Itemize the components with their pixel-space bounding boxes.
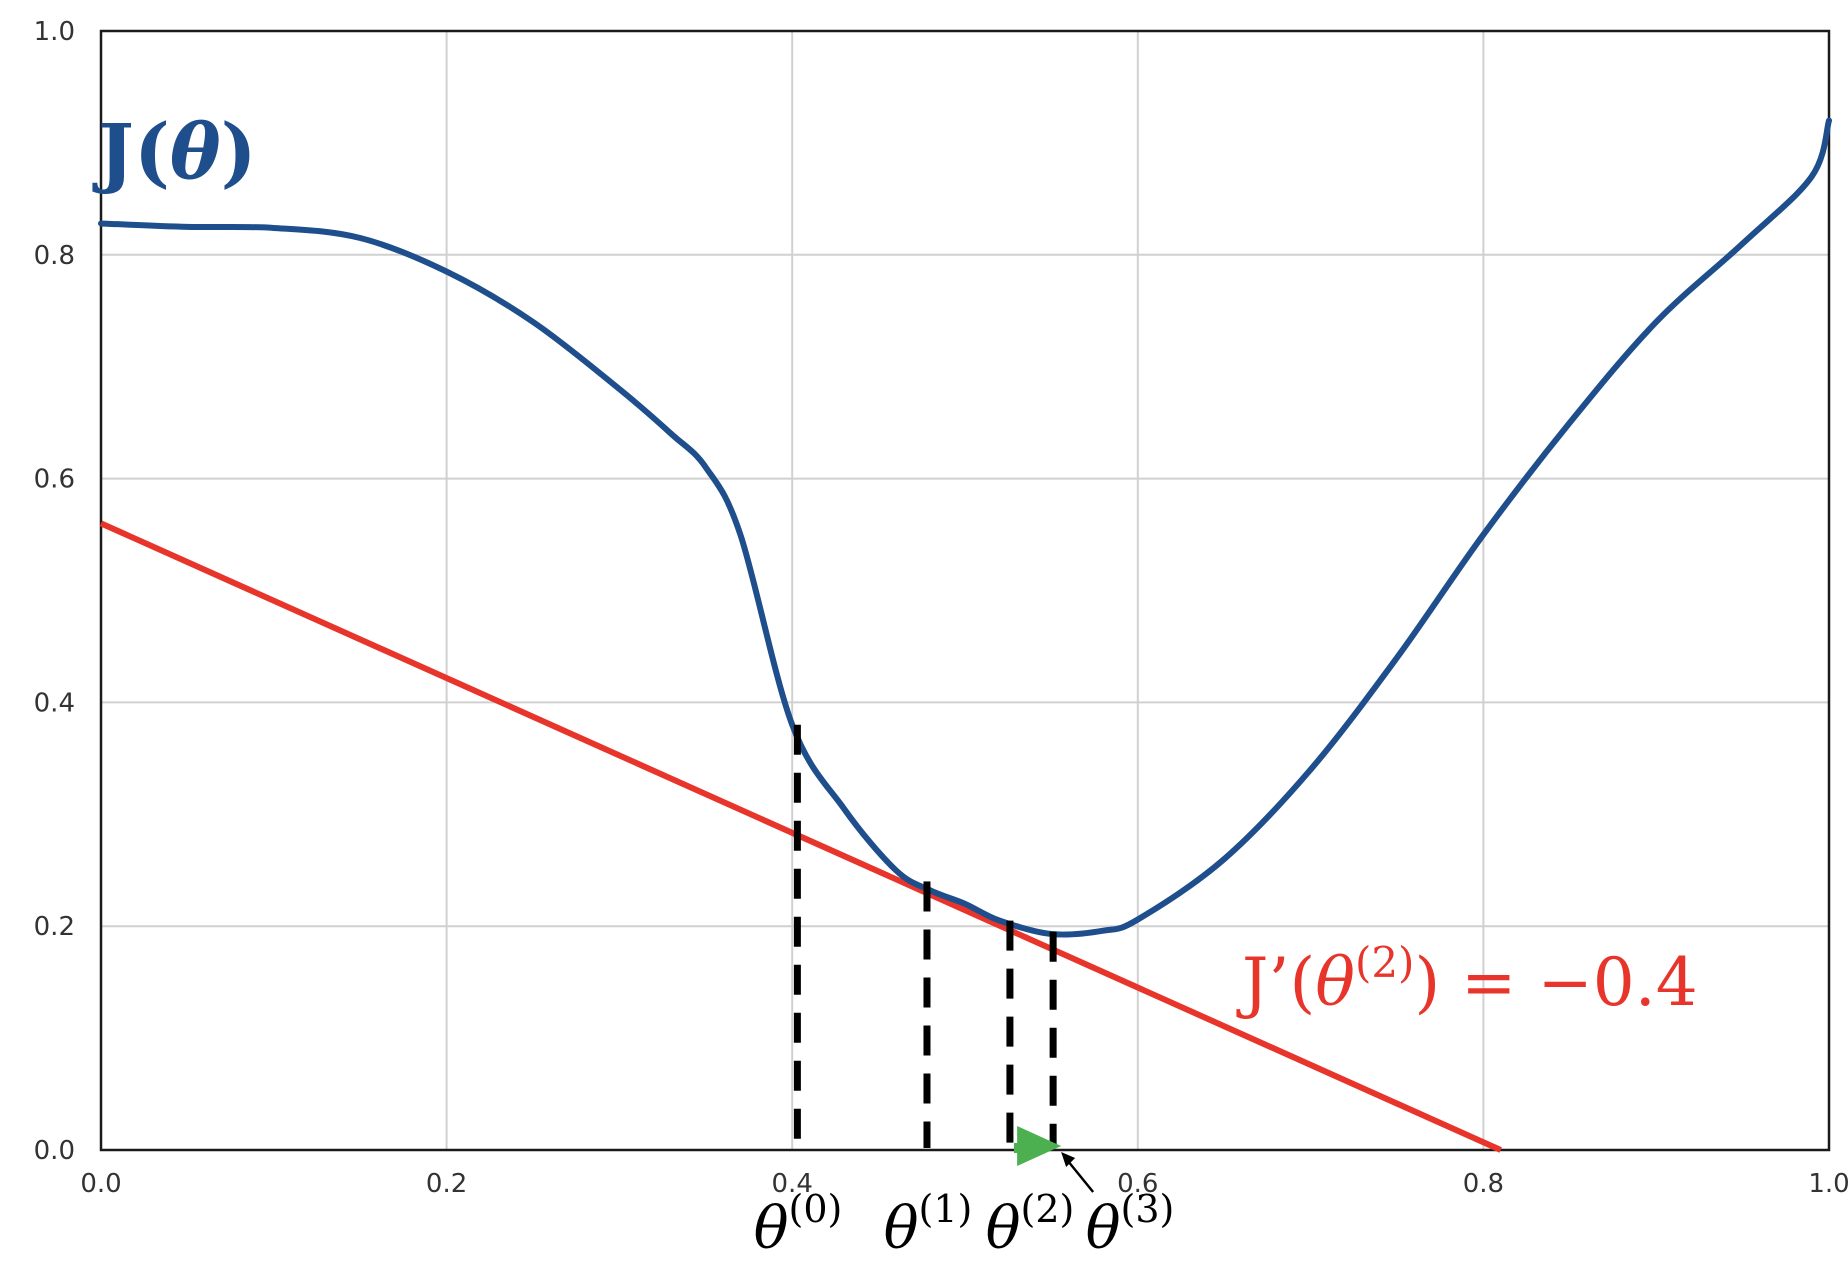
tick-labels: 0.0 0.2 0.4 0.6 0.8 1.0 0.0 0.2 0.4 0.6 0.8 1.0: [34, 17, 1848, 1199]
y-tick-label: 0.8: [34, 241, 75, 271]
iterate-label: θ(3): [1086, 1187, 1175, 1262]
x-tick-label: 0.4: [772, 1169, 813, 1199]
y-tick-label: 0.4: [34, 688, 75, 718]
tangent-label-theta: θ: [1315, 944, 1355, 1021]
y-tick-label: 0.6: [34, 465, 75, 495]
y-tick-label: 0.2: [34, 912, 75, 942]
pointer-arrow-shaft: [1066, 1159, 1095, 1193]
annotations: J(θ) J’(θ(2)) = −0.4: [92, 107, 1698, 1021]
curve-label-prefix: J(: [92, 107, 170, 196]
tangent-label-sup: (2): [1355, 938, 1415, 987]
x-tick-label: 0.6: [1117, 1169, 1158, 1199]
y-tick-label: 0.0: [34, 1136, 75, 1166]
tangent-label: J’(θ(2)) = −0.4: [1236, 938, 1698, 1021]
curve-label-close: ): [221, 107, 257, 196]
pointer-arrow-head: [1061, 1152, 1076, 1167]
cost-curve: [98, 117, 1832, 938]
tangent-label-prefix: J’(: [1236, 944, 1315, 1021]
curve-label: J(θ): [92, 107, 257, 196]
iterate-label: θ(0): [754, 1187, 843, 1262]
curve-label-theta: θ: [170, 107, 221, 196]
plot-frame: [99, 29, 1831, 1152]
x-tick-label: 1.0: [1808, 1169, 1848, 1199]
iterate-label: θ(2): [986, 1187, 1075, 1262]
tangent-label-suffix: ) = −0.4: [1414, 944, 1697, 1021]
iterate-markers: θ(0) θ(1) θ(2) θ(3): [754, 724, 1175, 1262]
iterate-label: θ(1): [884, 1187, 973, 1262]
x-tick-label: 0.0: [80, 1169, 121, 1199]
step-arrow-head: [1017, 1126, 1062, 1166]
x-tick-label: 0.2: [426, 1169, 467, 1199]
y-tick-label: 1.0: [34, 17, 75, 47]
x-tick-label: 0.8: [1463, 1169, 1504, 1199]
